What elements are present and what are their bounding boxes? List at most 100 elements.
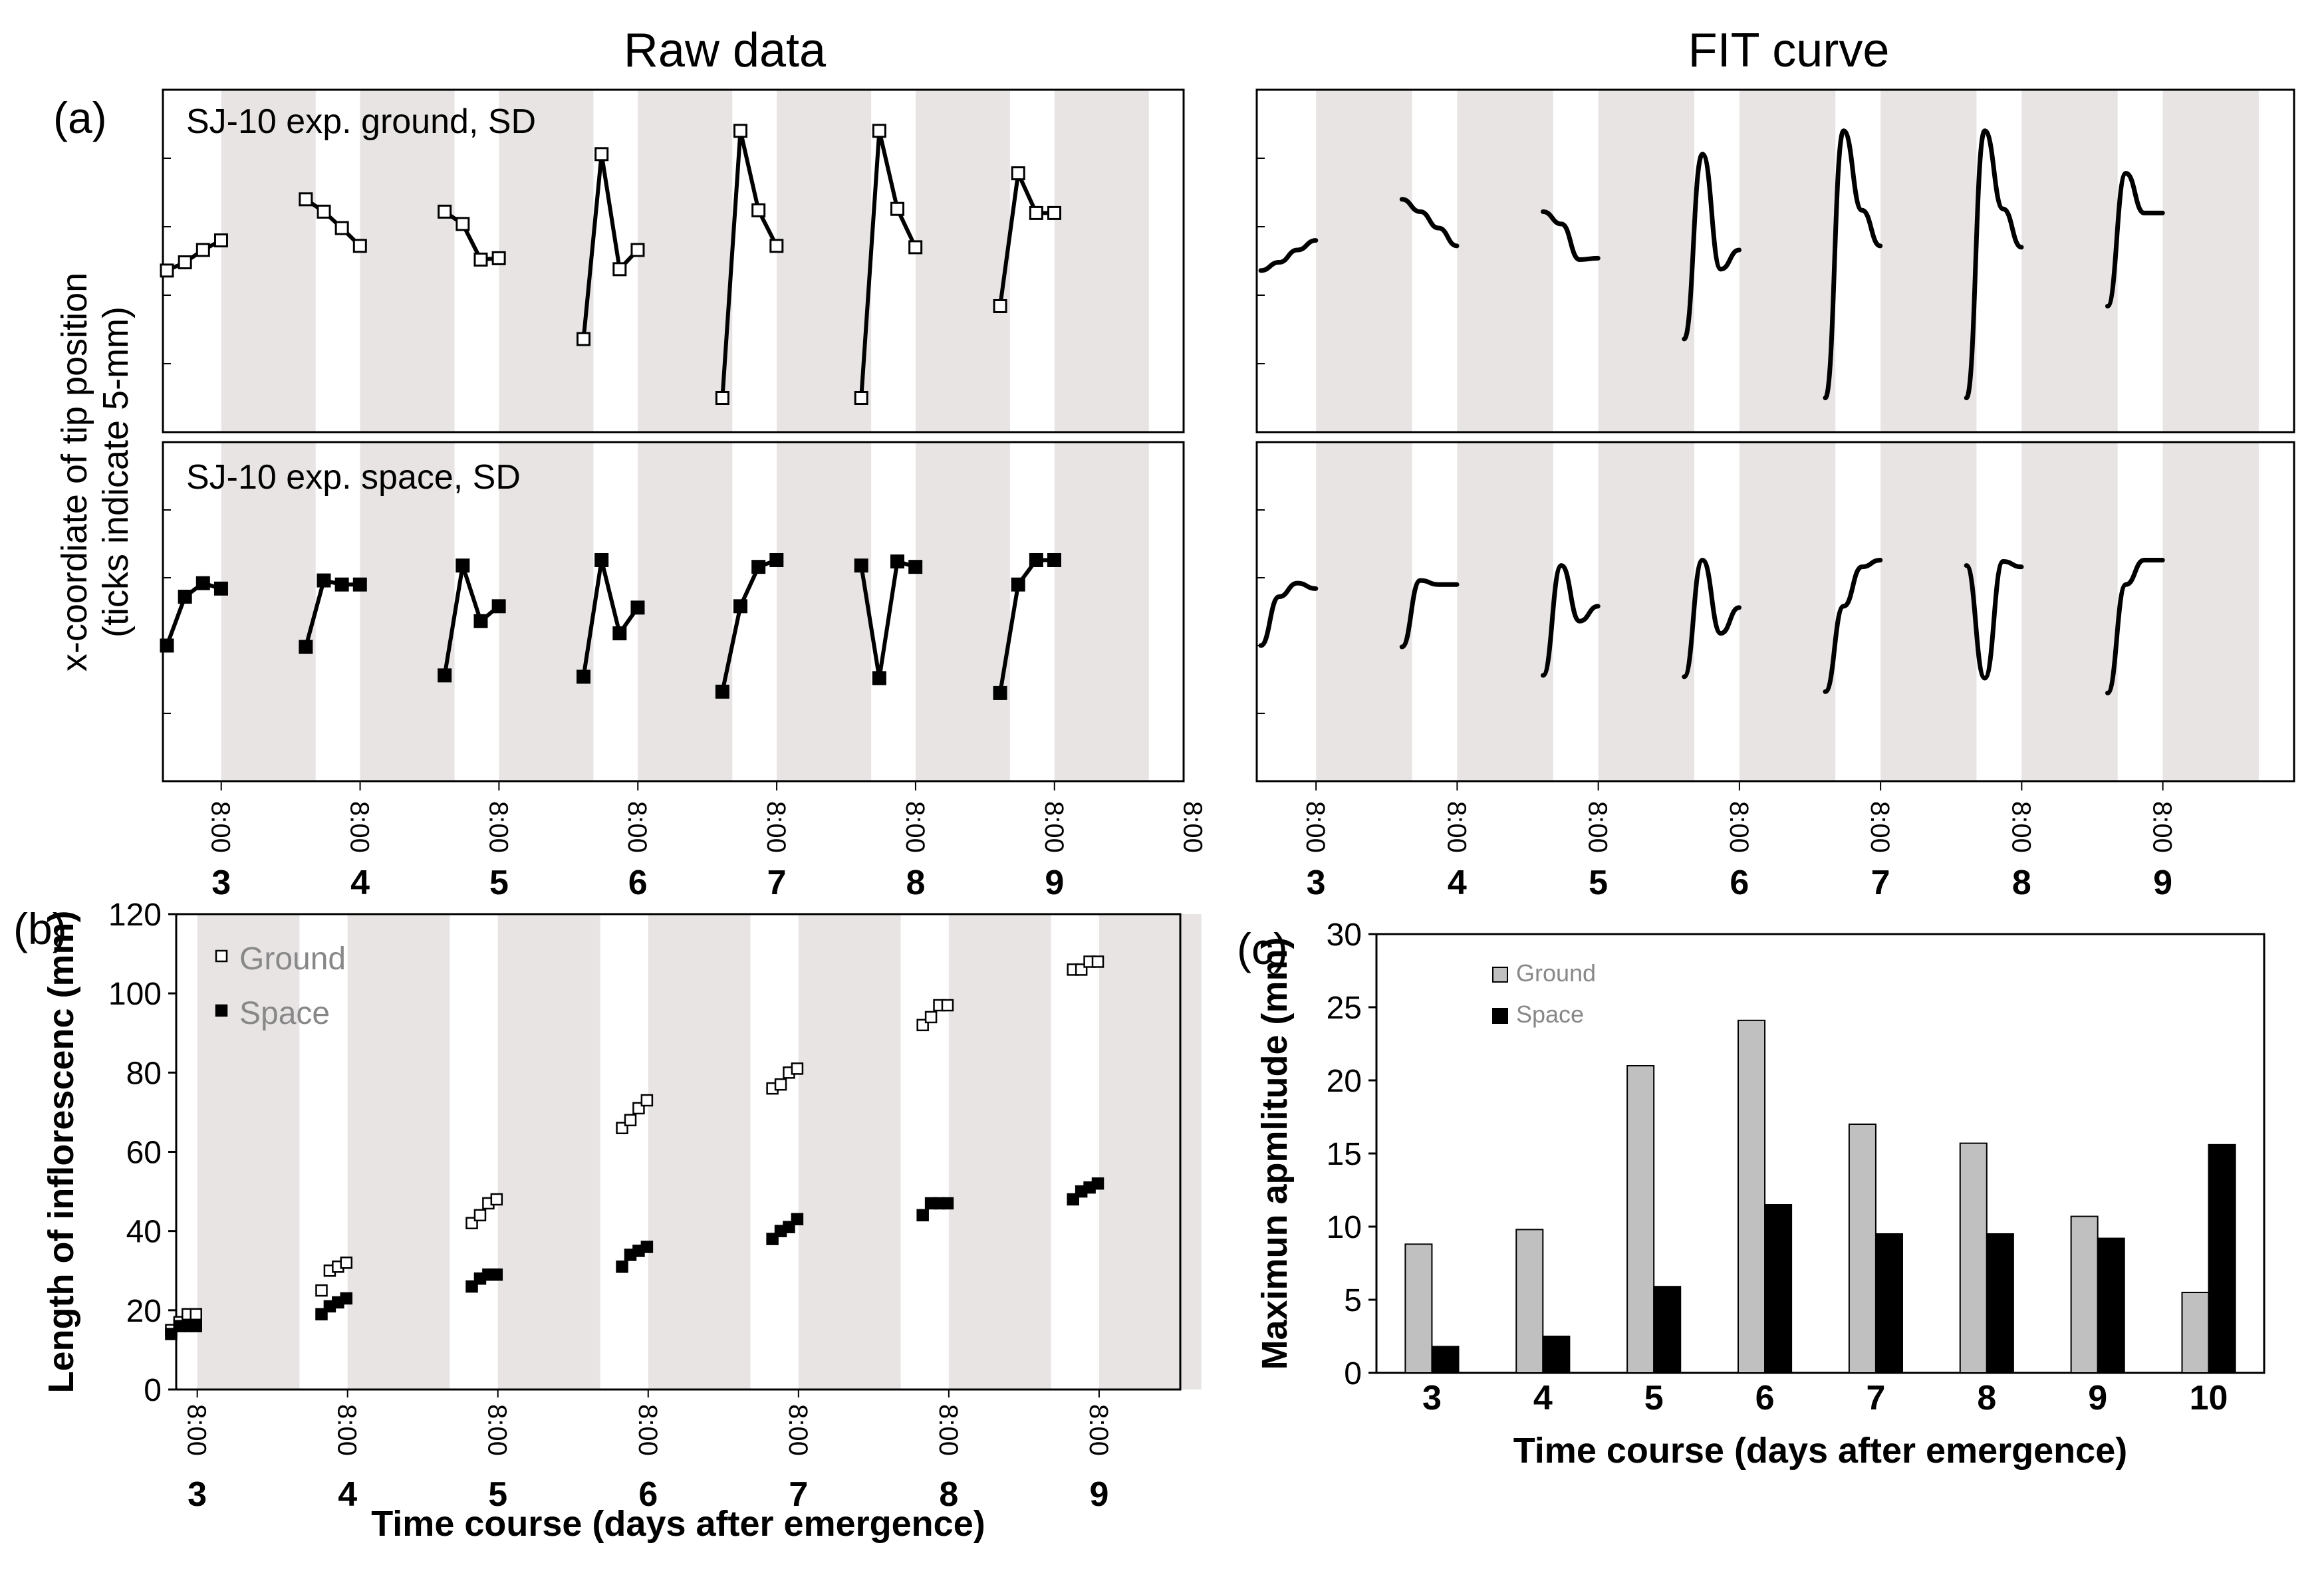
data-marker <box>854 391 868 405</box>
data-marker <box>438 204 452 219</box>
data-marker <box>715 684 729 699</box>
day-label: 3 <box>188 1475 207 1514</box>
y-tick-label: 10 <box>1327 1210 1362 1245</box>
time-tick-label: 8:00 <box>1301 801 1330 853</box>
legend-space-swatch <box>1492 1008 1508 1024</box>
raw-line <box>720 558 777 692</box>
y-tick-label: 0 <box>1344 1356 1362 1391</box>
ground-label: SJ-10 exp. ground, SD <box>186 102 536 141</box>
night-band <box>499 442 594 781</box>
y-tick-label: 0 <box>144 1373 162 1408</box>
day-label: 9 <box>1045 864 1064 902</box>
day-label: 6 <box>1730 864 1749 902</box>
data-marker <box>769 552 784 567</box>
day-label: 3 <box>211 864 231 902</box>
day-label: 9 <box>2153 864 2172 902</box>
night-band <box>1739 442 1836 781</box>
panel-c-x-title: Time course (days after emergence) <box>1513 1431 2127 1471</box>
space-bar <box>1986 1233 2014 1374</box>
night-band <box>1098 914 1202 1389</box>
space-marker <box>1091 1177 1104 1190</box>
time-tick-label: 8:00 <box>182 1404 211 1456</box>
data-marker <box>317 204 331 219</box>
data-marker <box>491 251 506 265</box>
ground-marker <box>924 1011 938 1024</box>
y-tick-label: 5 <box>1344 1283 1362 1318</box>
panel-b-y-title: Length of inflorescenc (mm) <box>41 910 81 1393</box>
time-tick-label: 8:00 <box>483 801 513 853</box>
panel-a-raw: 8:00 3 8:00 4 8:00 5 8:00 6 8:00 7 8:00 8 8:00 9 8:00 <box>160 88 1208 902</box>
category-label: 10 <box>2190 1379 2228 1417</box>
ground-bar <box>1404 1243 1433 1374</box>
night-band <box>915 442 1010 781</box>
fit-curve <box>1258 580 1319 648</box>
data-marker <box>577 669 591 684</box>
time-tick-label: 8:00 <box>345 801 374 853</box>
data-marker <box>195 576 210 590</box>
data-marker <box>334 221 349 235</box>
ground-marker <box>315 1284 328 1297</box>
night-band <box>221 442 316 781</box>
legend-space-label: Space <box>239 996 330 1031</box>
raw-line <box>443 209 499 262</box>
data-marker <box>733 599 748 614</box>
fit-curve-title: FIT curve <box>1688 24 1890 77</box>
data-marker <box>908 240 923 255</box>
day-label: 5 <box>1589 864 1608 902</box>
time-tick-label: 8:00 <box>1442 801 1471 853</box>
data-marker <box>594 552 609 567</box>
data-marker <box>195 243 210 257</box>
ground-marker <box>624 1114 637 1127</box>
ground-marker <box>190 1308 202 1321</box>
category-label: 6 <box>1755 1379 1775 1417</box>
day-label: 6 <box>628 864 648 902</box>
night-band <box>1054 442 1149 781</box>
category-label: 4 <box>1533 1379 1553 1417</box>
panel-c-frame <box>1375 933 2265 1374</box>
night-band <box>360 90 455 432</box>
day-label: 8 <box>906 864 925 902</box>
data-marker <box>334 577 349 592</box>
ground-bar <box>1959 1142 1988 1374</box>
night-band <box>2021 90 2118 432</box>
data-marker <box>352 239 367 253</box>
data-marker <box>577 332 591 346</box>
time-tick-label: 8:00 <box>1865 801 1894 853</box>
y-tick-label: 60 <box>126 1136 162 1171</box>
day-label: 7 <box>1871 864 1890 902</box>
data-marker <box>908 560 923 574</box>
time-tick-label: 8:00 <box>1583 801 1613 853</box>
data-marker <box>299 640 313 654</box>
ground-marker <box>340 1257 353 1269</box>
panel-c-y-title: Maximun apmlitude (mm) <box>1255 937 1295 1370</box>
time-tick-label: 8:00 <box>1039 801 1069 853</box>
raw-line <box>859 130 918 398</box>
space-marker <box>616 1261 628 1273</box>
ground-marker <box>473 1209 487 1222</box>
data-marker <box>733 124 748 138</box>
data-marker <box>769 239 784 253</box>
data-marker <box>993 685 1007 700</box>
panel-a-y-title-line2: (ticks indicate 5-mm) <box>96 306 136 638</box>
category-label: 5 <box>1644 1379 1664 1417</box>
data-marker <box>630 600 645 615</box>
raw-line <box>442 564 501 676</box>
raw-line <box>581 559 640 677</box>
night-band <box>1457 442 1553 781</box>
ground-bar <box>1738 1019 1766 1374</box>
ground-frame <box>1255 88 2295 433</box>
night-band <box>2021 442 2118 781</box>
fit-curve <box>1399 578 1460 650</box>
day-label: 7 <box>789 1475 808 1514</box>
space-marker <box>640 1241 654 1253</box>
night-band <box>1880 442 1977 781</box>
space-bar <box>1542 1336 1571 1374</box>
night-band <box>798 914 901 1389</box>
space-marker <box>190 1320 202 1332</box>
panel-a-y-title-line1: x-coordiate of tip position <box>55 273 94 671</box>
data-marker <box>715 391 729 405</box>
y-tick-label: 100 <box>108 977 162 1012</box>
ground-bar <box>1626 1065 1655 1374</box>
night-band <box>648 914 751 1389</box>
night-band <box>777 90 872 432</box>
